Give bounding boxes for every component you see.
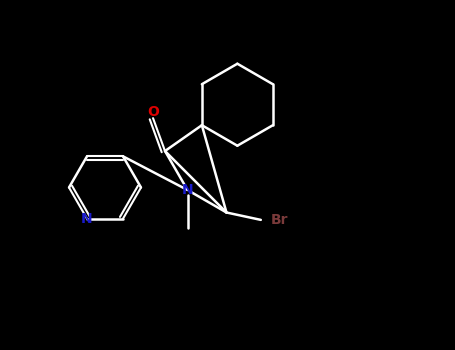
Text: O: O <box>147 105 159 119</box>
Text: N: N <box>182 183 193 197</box>
Text: Br: Br <box>271 213 288 227</box>
Text: N: N <box>81 212 93 226</box>
